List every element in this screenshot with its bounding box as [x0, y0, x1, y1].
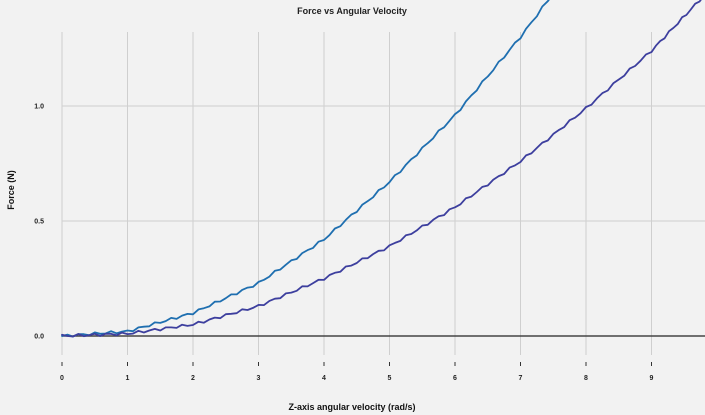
chart-title: Force vs Angular Velocity — [297, 6, 407, 16]
grid-layer — [61, 32, 705, 355]
x-tick-label: 8 — [584, 375, 588, 382]
x-axis-label: Z-axis angular velocity (rad/s) — [288, 402, 415, 412]
series-line-1 — [61, 0, 550, 338]
series-line-2 — [61, 0, 702, 338]
x-tick-label: 9 — [650, 375, 654, 382]
y-tick-label: 0.5 — [34, 219, 44, 226]
x-tick-label: 2 — [191, 375, 195, 382]
x-tick-label: 6 — [453, 375, 457, 382]
y-tick-label: 0.0 — [34, 334, 44, 341]
x-tick-label: 4 — [322, 375, 326, 382]
x-tick-label: 5 — [388, 375, 392, 382]
series-layer — [61, 0, 702, 338]
x-tick-label: 3 — [257, 375, 261, 382]
x-tick-label: 1 — [126, 375, 130, 382]
x-tick-label: 0 — [60, 375, 64, 382]
x-tick-label: 7 — [519, 375, 523, 382]
y-tick-label: 1.0 — [34, 104, 44, 111]
y-axis-label: Force (N) — [6, 170, 16, 210]
